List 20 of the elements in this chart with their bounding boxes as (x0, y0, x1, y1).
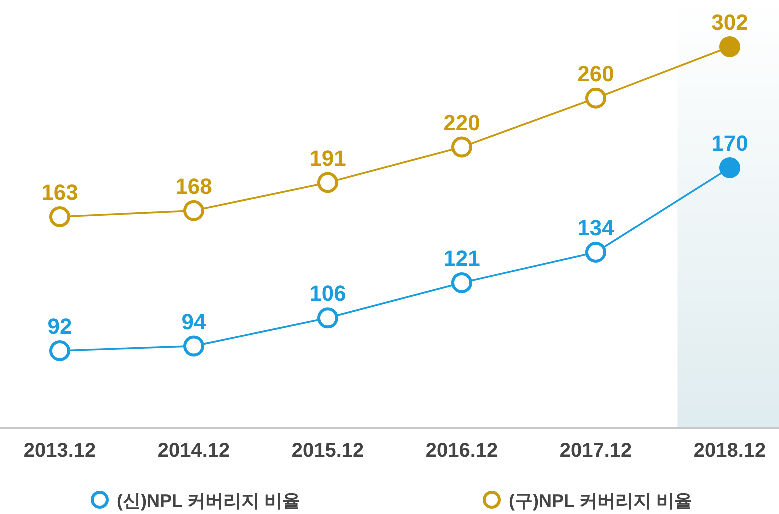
data-label: 260 (578, 61, 614, 86)
data-label: 302 (712, 10, 748, 35)
legend-label: (구)NPL 커버리지 비율 (509, 491, 693, 511)
data-label: 170 (712, 131, 748, 156)
data-label: 220 (444, 110, 480, 136)
legend-label: (신)NPL 커버리지 비율 (117, 491, 301, 511)
data-label: 92 (48, 314, 72, 339)
data-label: 106 (310, 281, 346, 306)
data-label: 94 (182, 309, 207, 334)
data-label: 134 (578, 215, 616, 240)
data-label: 163 (42, 180, 78, 205)
x-tick-label: 2016.12 (426, 440, 498, 462)
x-tick-label: 2015.12 (292, 440, 364, 462)
data-label: 121 (444, 246, 480, 271)
x-tick-label: 2018.12 (694, 440, 766, 462)
x-tick-label: 2013.12 (24, 440, 96, 462)
x-tick-label: 2014.12 (158, 440, 230, 462)
data-label: 168 (176, 174, 212, 199)
data-label: 191 (310, 146, 346, 171)
x-tick-label: 2017.12 (560, 440, 632, 462)
